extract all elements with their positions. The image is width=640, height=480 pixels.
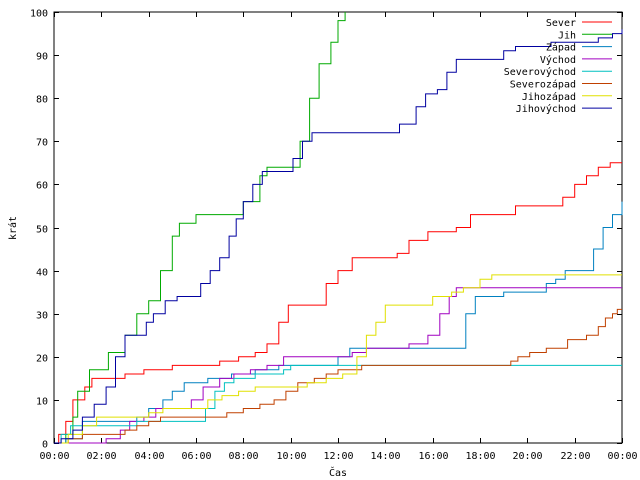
- y-tick-label: 10: [36, 397, 48, 408]
- x-tick-label: 12:00: [323, 451, 353, 462]
- y-tick-label: 70: [36, 138, 48, 149]
- legend: SeverJihZápadVýchodSeverovýchodSeverozáp…: [504, 18, 612, 115]
- x-tick-label: 06:00: [181, 451, 211, 462]
- x-tick-label: 08:00: [228, 451, 258, 462]
- legend-label: Jihovýchod: [516, 103, 576, 115]
- series-line-7: [54, 274, 622, 444]
- legend-label: Západ: [546, 42, 576, 54]
- x-tick-label: 04:00: [134, 451, 164, 462]
- series-lines: [54, 12, 623, 444]
- y-tick-label: 20: [36, 354, 48, 365]
- y-tick-label: 90: [36, 52, 48, 63]
- x-tick-label: 18:00: [465, 451, 495, 462]
- series-line-1: [54, 162, 622, 444]
- axes: 0 10 20 30 40 50 60 70 80 90 100 00:00 02:00 04:00 06:…: [30, 9, 638, 463]
- x-tick-label: 22:00: [560, 451, 590, 462]
- y-tick-label: 50: [36, 225, 48, 236]
- x-tick-label: 00:00: [607, 451, 637, 462]
- legend-label: Severovýchod: [504, 66, 576, 78]
- y-tick-label: 40: [36, 268, 48, 279]
- y-tick-label: 100: [30, 9, 48, 20]
- y-axis-title: krát: [7, 216, 19, 240]
- x-tick-label: 10:00: [276, 451, 306, 462]
- y-tick-label: 0: [42, 440, 48, 451]
- series-line-6: [54, 308, 622, 444]
- series-line-8: [54, 29, 623, 444]
- x-axis-title: Čas: [329, 466, 347, 479]
- legend-label: Sever: [546, 18, 576, 29]
- legend-label: Jihozápad: [522, 91, 576, 103]
- legend-label: Východ: [540, 54, 576, 66]
- x-tick-label: 02:00: [86, 451, 116, 462]
- x-tick-label: 14:00: [370, 451, 400, 462]
- y-tick-label: 60: [36, 181, 48, 192]
- x-tick-label: 16:00: [418, 451, 448, 462]
- legend-label: Jih: [558, 30, 576, 41]
- series-line-2: [54, 12, 346, 444]
- legend-label: Severozápad: [510, 79, 576, 91]
- x-tick-label: 20:00: [512, 451, 542, 462]
- y-tick-label: 80: [36, 95, 48, 106]
- y-tick-label: 30: [36, 311, 48, 322]
- x-tick-label: 00:00: [39, 451, 69, 462]
